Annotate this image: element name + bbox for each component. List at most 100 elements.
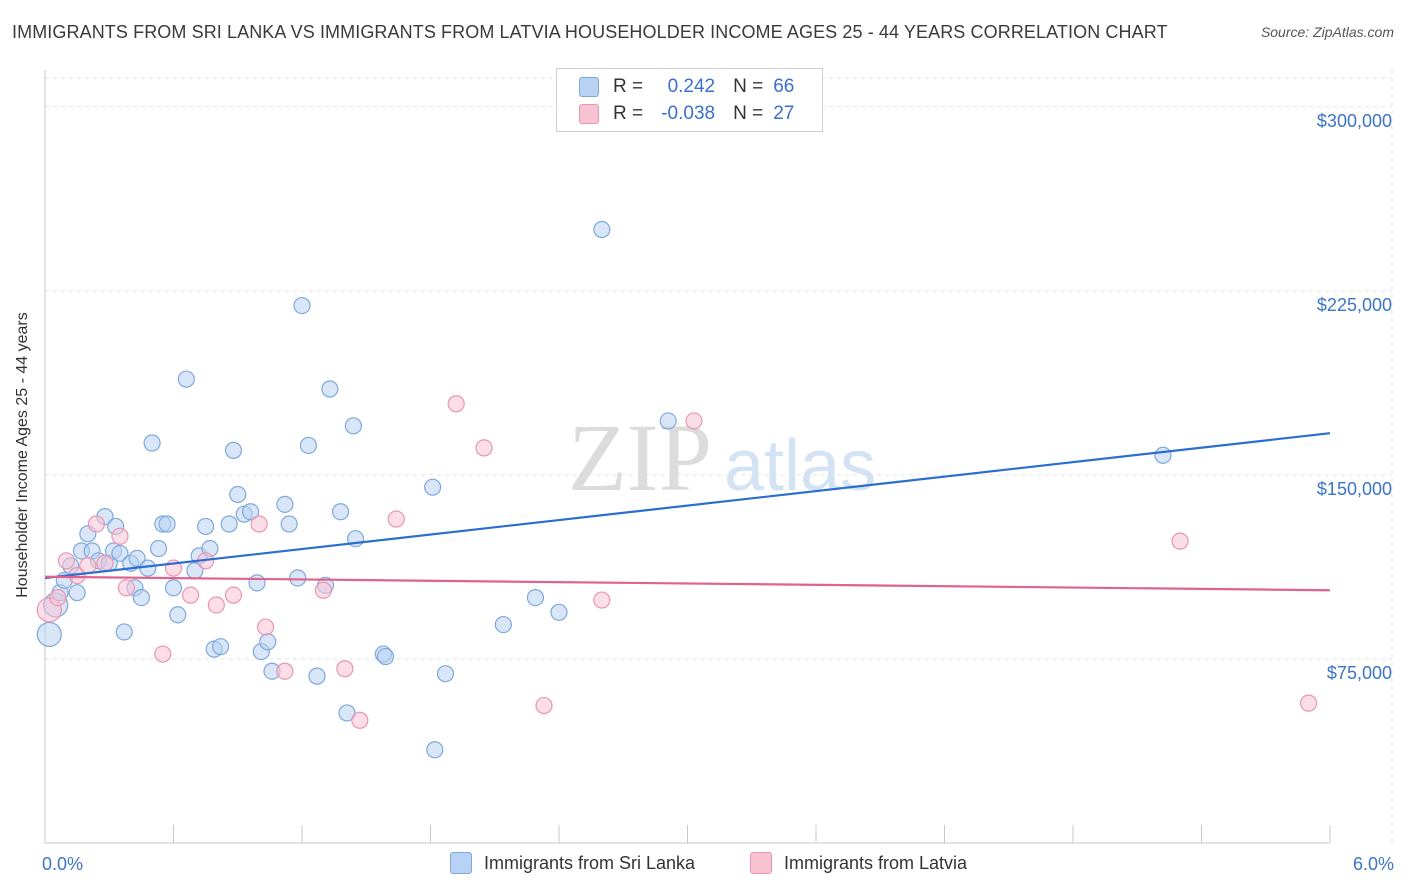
legend-n-value: 66 bbox=[773, 76, 795, 97]
data-point-latvia bbox=[535, 696, 553, 715]
data-point-sri-lanka bbox=[248, 574, 266, 592]
tick-labels: $75,000 $150,000 $225,000 $300,000 0.0% 6.0% bbox=[42, 111, 1394, 874]
data-point-latvia bbox=[250, 515, 268, 533]
data-point-latvia bbox=[117, 579, 135, 597]
trend-line-latvia bbox=[44, 575, 1331, 592]
data-point-sri-lanka bbox=[220, 515, 238, 533]
data-point-sri-lanka bbox=[289, 569, 307, 587]
data-point-sri-lanka bbox=[143, 434, 161, 452]
data-point-latvia bbox=[49, 589, 67, 607]
data-point-sri-lanka bbox=[224, 441, 243, 459]
data-point-sri-lanka bbox=[293, 296, 311, 315]
data-point-sri-lanka bbox=[494, 615, 512, 634]
data-point-sri-lanka bbox=[242, 503, 260, 521]
grid-lines bbox=[45, 70, 1393, 843]
data-point-latvia bbox=[351, 711, 369, 729]
data-point-sri-lanka bbox=[177, 370, 195, 388]
data-point-latvia bbox=[1299, 694, 1318, 712]
series-legend-latvia: Immigrants from Latvia bbox=[750, 852, 967, 874]
data-point-sri-lanka bbox=[344, 417, 362, 435]
data-point-latvia bbox=[447, 395, 465, 413]
data-point-sri-lanka bbox=[164, 579, 183, 597]
axes bbox=[44, 70, 1331, 844]
data-point-sri-lanka bbox=[338, 704, 356, 722]
series-label-latvia: Immigrants from Latvia bbox=[784, 852, 968, 873]
data-point-latvia bbox=[685, 412, 703, 430]
data-point-sri-lanka bbox=[149, 539, 168, 558]
data-point-latvia bbox=[224, 586, 243, 604]
data-point-sri-lanka bbox=[659, 412, 677, 430]
data-point-latvia bbox=[154, 645, 172, 663]
chart-title: IMMIGRANTS FROM SRI LANKA VS IMMIGRANTS … bbox=[12, 22, 1168, 42]
data-point-latvia bbox=[593, 591, 611, 609]
legend-n-label: N = bbox=[733, 103, 764, 124]
data-point-sri-lanka bbox=[115, 623, 133, 641]
data-point-latvia bbox=[207, 596, 225, 614]
data-point-sri-lanka bbox=[550, 603, 568, 621]
data-point-sri-lanka bbox=[197, 517, 215, 536]
data-point-sri-lanka bbox=[158, 515, 176, 533]
data-point-sri-lanka bbox=[229, 485, 247, 504]
data-point-sri-lanka bbox=[321, 380, 339, 398]
data-point-sri-lanka bbox=[436, 665, 455, 683]
data-point-sri-lanka bbox=[593, 220, 611, 239]
data-point-sri-lanka bbox=[1154, 446, 1172, 464]
correlation-legend: R = 0.242 N = 66 R = -0.038 N = 27 bbox=[556, 68, 823, 132]
y-tick-label: $150,000 bbox=[1317, 479, 1392, 499]
data-point-latvia bbox=[1171, 532, 1189, 550]
series-label-sri-lanka: Immigrants from Sri Lanka bbox=[484, 852, 696, 873]
legend-r-value: 0.242 bbox=[667, 76, 716, 97]
data-point-latvia bbox=[96, 554, 114, 572]
data-point-sri-lanka bbox=[128, 549, 146, 567]
data-point-latvia bbox=[182, 586, 200, 604]
legend-row-sri-lanka: R = 0.242 N = 66 bbox=[579, 73, 794, 101]
data-point-latvia bbox=[57, 552, 76, 570]
data-point-sri-lanka bbox=[36, 621, 62, 648]
y-tick-label: $300,000 bbox=[1317, 111, 1392, 131]
data-point-sri-lanka bbox=[424, 478, 442, 496]
x-tick-label: 0.0% bbox=[42, 854, 83, 874]
source-label: Source: ZipAtlas.com bbox=[1260, 24, 1394, 40]
y-tick-label: $75,000 bbox=[1327, 663, 1392, 683]
data-point-sri-lanka bbox=[526, 589, 545, 607]
series-legend-sri-lanka: Immigrants from Sri Lanka bbox=[450, 852, 695, 874]
legend-swatch-sri-lanka bbox=[579, 77, 599, 97]
data-point-sri-lanka bbox=[308, 667, 326, 685]
series-legend: Immigrants from Sri Lanka Immigrants fro… bbox=[0, 852, 1406, 876]
legend-r-value: -0.038 bbox=[661, 103, 716, 124]
data-point-sri-lanka bbox=[259, 633, 277, 651]
data-point-latvia bbox=[256, 618, 275, 636]
data-point-latvia bbox=[111, 527, 129, 545]
series-swatch-latvia bbox=[750, 852, 772, 874]
data-point-latvia bbox=[79, 557, 97, 575]
y-axis-label: Householder Income Ages 25 - 44 years bbox=[14, 312, 31, 598]
data-point-sri-lanka bbox=[212, 638, 230, 656]
data-point-sri-lanka bbox=[276, 495, 294, 513]
data-point-sri-lanka bbox=[331, 503, 350, 521]
data-point-sri-lanka bbox=[68, 584, 86, 602]
data-point-sri-lanka bbox=[139, 559, 157, 577]
data-point-sri-lanka bbox=[169, 606, 187, 624]
y-tick-label: $225,000 bbox=[1317, 295, 1392, 315]
data-point-latvia bbox=[87, 515, 106, 533]
trend-lines bbox=[44, 432, 1331, 592]
watermark: ZIP atlas bbox=[568, 404, 876, 511]
trend-line-sri-lanka bbox=[44, 432, 1331, 580]
data-point-latvia bbox=[314, 581, 333, 599]
data-point-sri-lanka bbox=[280, 515, 298, 533]
data-point-sri-lanka bbox=[111, 544, 129, 563]
data-point-latvia bbox=[475, 439, 493, 457]
data-point-latvia bbox=[276, 662, 294, 680]
legend-r-label: R = bbox=[613, 76, 644, 97]
data-point-sri-lanka bbox=[426, 741, 444, 759]
series-swatch-sri-lanka bbox=[450, 852, 472, 874]
data-point-sri-lanka bbox=[376, 647, 395, 666]
data-point-latvia bbox=[336, 660, 354, 678]
data-point-sri-lanka bbox=[299, 436, 318, 455]
x-tick-label: 6.0% bbox=[1353, 854, 1394, 874]
legend-row-latvia: R = -0.038 N = 27 bbox=[579, 100, 794, 128]
data-points bbox=[36, 220, 1318, 759]
data-point-sri-lanka bbox=[132, 589, 150, 607]
legend-r-label: R = bbox=[613, 103, 644, 124]
